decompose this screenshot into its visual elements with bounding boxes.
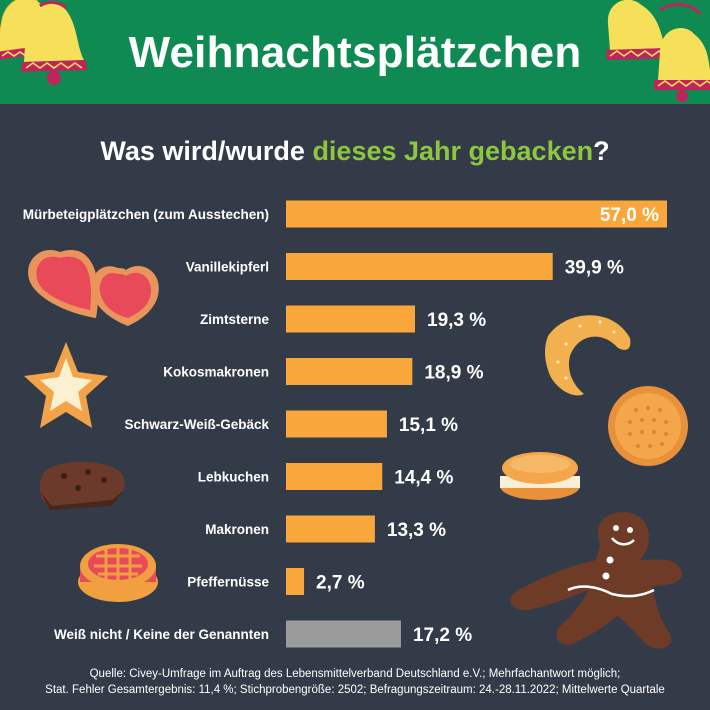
header-banner xyxy=(0,0,710,104)
bell-icon xyxy=(606,0,669,60)
value-label: 39,9 % xyxy=(565,258,624,279)
round-biscuit-icon xyxy=(608,386,688,466)
source-line-2: Stat. Fehler Gesamtergebnis: 11,4 %; Sti… xyxy=(45,684,665,696)
bar xyxy=(286,305,416,333)
category-label: Schwarz-Weiß-Gebäck xyxy=(124,417,269,432)
heart-cookie-icon xyxy=(28,250,159,326)
source-note: Quelle: Civey-Umfrage im Auftrag des Leb… xyxy=(0,666,710,698)
category-label: Lebkuchen xyxy=(198,470,269,485)
chart-subtitle: Was wird/wurde dieses Jahr gebacken? xyxy=(0,136,710,167)
brownie-icon xyxy=(39,461,125,510)
value-label: 19,3 % xyxy=(427,310,486,331)
value-label: 57,0 % xyxy=(600,205,659,226)
value-label: 15,1 % xyxy=(399,415,458,436)
category-label: Kokosmakronen xyxy=(163,365,269,380)
category-label: Vanillekipferl xyxy=(186,260,269,275)
category-label: Mürbeteigplätzchen (zum Ausstechen) xyxy=(23,207,269,222)
subtitle-suffix: ? xyxy=(593,136,610,166)
star-cookie-icon xyxy=(24,342,108,428)
linzer-cookie-icon xyxy=(78,544,158,602)
subtitle-prefix: Was wird/wurde xyxy=(100,136,313,166)
bell-icon xyxy=(654,28,710,102)
value-label: 14,4 % xyxy=(394,468,453,489)
subtitle-highlight: dieses Jahr gebacken xyxy=(312,136,594,166)
bar xyxy=(286,410,387,438)
value-label: 18,9 % xyxy=(424,363,483,384)
gingerbread-man-icon xyxy=(510,512,683,649)
category-label: Pfeffernüsse xyxy=(187,575,269,590)
bar xyxy=(286,463,383,490)
source-line-1: Quelle: Civey-Umfrage im Auftrag des Leb… xyxy=(89,668,621,680)
value-label: 2,7 % xyxy=(316,573,365,594)
category-label: Weiß nicht / Keine der Genannten xyxy=(54,627,269,642)
value-label: 13,3 % xyxy=(387,520,446,541)
bar xyxy=(286,253,553,280)
header-decor xyxy=(0,0,710,102)
bar xyxy=(286,568,305,595)
bar xyxy=(286,358,413,385)
crescent-cookie-icon xyxy=(545,315,631,396)
category-label: Zimtsterne xyxy=(200,312,270,327)
bar xyxy=(286,200,667,228)
macaron-icon xyxy=(500,452,580,500)
page-title: Weihnachtsplätzchen xyxy=(128,28,582,77)
value-label: 17,2 % xyxy=(413,625,472,646)
category-label: Makronen xyxy=(205,522,269,537)
bell-icon xyxy=(21,3,87,85)
bar xyxy=(286,515,375,543)
bar xyxy=(286,620,401,648)
